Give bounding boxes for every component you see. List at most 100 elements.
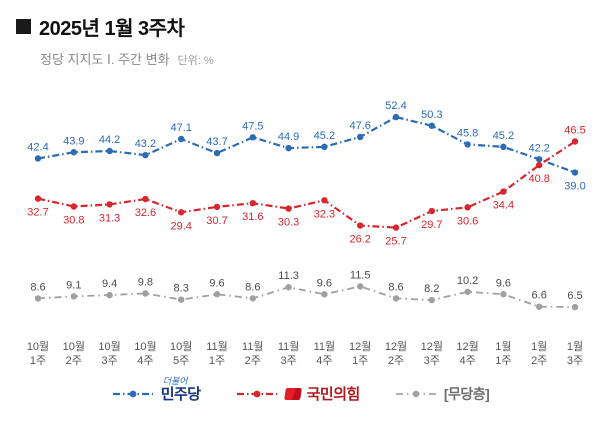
data-point bbox=[321, 197, 328, 204]
x-axis-label: 10월 2주 bbox=[63, 340, 85, 367]
data-point bbox=[571, 138, 579, 145]
x-axis-label: 1월 2주 bbox=[531, 340, 547, 367]
data-point bbox=[321, 143, 328, 151]
data-point-label: 8.6 bbox=[388, 281, 403, 293]
x-axis-label: 12월 3주 bbox=[421, 340, 443, 367]
series-line bbox=[37, 140, 576, 229]
data-point bbox=[428, 296, 435, 304]
data-point bbox=[106, 147, 113, 155]
data-point-label: 6.6 bbox=[532, 290, 547, 302]
data-point bbox=[357, 283, 364, 290]
data-point-label: 8.6 bbox=[245, 281, 260, 293]
data-point bbox=[321, 291, 328, 298]
data-point bbox=[142, 151, 149, 159]
unit-label: 단위: % bbox=[177, 55, 214, 67]
data-point-label: 45.8 bbox=[457, 127, 478, 139]
chart-subtitle: 정당 지지도 Ⅰ. 주간 변화 bbox=[40, 52, 170, 67]
data-point bbox=[178, 135, 185, 143]
x-axis-label: 12월 2주 bbox=[385, 340, 407, 367]
series-line bbox=[37, 115, 576, 174]
data-point-label: 9.6 bbox=[496, 277, 511, 289]
data-point bbox=[106, 201, 113, 208]
data-point-label: 40.8 bbox=[528, 173, 549, 185]
data-point bbox=[34, 195, 42, 202]
data-point-label: 10.2 bbox=[457, 275, 478, 287]
data-point-label: 42.4 bbox=[27, 141, 48, 153]
data-point-label: 30.7 bbox=[206, 215, 227, 227]
data-point-label: 9.8 bbox=[138, 276, 153, 288]
data-point-label: 47.5 bbox=[242, 120, 263, 132]
data-point-label: 11.3 bbox=[278, 270, 299, 282]
legend-label-ppp: 국민의힘 bbox=[306, 386, 361, 403]
data-point-label: 47.1 bbox=[170, 122, 191, 134]
data-point-label: 29.7 bbox=[421, 219, 442, 231]
data-point bbox=[142, 290, 149, 297]
data-point-label: 31.6 bbox=[242, 211, 263, 223]
data-point-label: 30.6 bbox=[457, 215, 478, 227]
legend-item-minjoo: 더불어 민주당 bbox=[111, 376, 201, 404]
x-axis-label: 11월 1주 bbox=[206, 340, 228, 367]
data-point-label: 43.9 bbox=[63, 135, 84, 147]
data-point bbox=[213, 203, 221, 211]
data-point bbox=[70, 293, 78, 300]
legend-item-ppp: 국민의힘 bbox=[235, 383, 360, 404]
data-point bbox=[142, 195, 149, 203]
data-point bbox=[285, 144, 292, 152]
data-point-label: 9.6 bbox=[209, 277, 224, 289]
data-point bbox=[464, 141, 471, 148]
data-point-label: 42.2 bbox=[528, 142, 549, 154]
data-point-label: 30.8 bbox=[63, 214, 84, 226]
data-point-label: 9.1 bbox=[66, 279, 81, 291]
data-point bbox=[500, 143, 507, 151]
data-point-label: 26.2 bbox=[349, 234, 370, 246]
data-point bbox=[34, 295, 42, 302]
minjoo-logo-script: 더불어 bbox=[162, 376, 188, 386]
data-point bbox=[357, 222, 364, 229]
data-point-label: 32.7 bbox=[27, 207, 48, 219]
blue-line-marker-icon bbox=[112, 390, 153, 397]
data-point bbox=[34, 155, 42, 162]
chart-area: 42.4 43.9 44.2 43.2 47.1 43.7 47.5 44.9 45.2 47.6… bbox=[0, 72, 600, 377]
data-point-label: 6.5 bbox=[567, 290, 582, 302]
data-point bbox=[285, 205, 292, 212]
data-point-label: 52.4 bbox=[385, 100, 406, 112]
data-point-label: 50.3 bbox=[421, 109, 442, 121]
data-point-label: 45.2 bbox=[314, 130, 335, 142]
data-point bbox=[428, 207, 435, 215]
ppp-logo-icon bbox=[283, 387, 302, 400]
x-axis-label: 11월 3주 bbox=[278, 340, 300, 367]
title-bullet-square bbox=[16, 19, 31, 34]
data-point-label: 32.6 bbox=[135, 207, 156, 219]
chart-header: 2025년 1월 3주차 정당 지지도 Ⅰ. 주간 변화 단위: % bbox=[0, 0, 600, 68]
data-point-label: 44.9 bbox=[278, 131, 299, 143]
data-point bbox=[464, 204, 471, 211]
x-axis-label: 10월 1주 bbox=[27, 340, 49, 367]
data-point bbox=[249, 295, 256, 302]
data-point bbox=[571, 169, 579, 176]
data-point-label: 34.4 bbox=[493, 200, 514, 212]
x-axis-label: 12월 1주 bbox=[349, 340, 371, 367]
x-axis-label: 10월 3주 bbox=[98, 340, 120, 367]
data-point-label: 8.6 bbox=[30, 281, 45, 293]
x-axis-label: 10월 5주 bbox=[170, 340, 192, 367]
data-point bbox=[70, 203, 78, 210]
data-point bbox=[106, 291, 113, 299]
chart-legend: 더불어 민주당 국민의힘 [무당층] bbox=[0, 376, 600, 404]
data-point-label: 31.3 bbox=[99, 212, 120, 224]
party-approval-line-chart: 42.4 43.9 44.2 43.2 47.1 43.7 47.5 44.9 45.2 47.6… bbox=[27, 100, 586, 367]
data-point bbox=[70, 149, 78, 156]
title-row: 2025년 1월 3주차 bbox=[16, 12, 584, 41]
data-point-label: 29.4 bbox=[170, 220, 191, 232]
gray-line-marker-icon bbox=[395, 390, 436, 397]
data-point-label: 8.2 bbox=[424, 283, 439, 295]
data-point-label: 46.5 bbox=[564, 124, 585, 136]
x-axis-label: 11월 4주 bbox=[314, 340, 336, 367]
data-point bbox=[213, 149, 221, 157]
x-axis-label: 10월 4주 bbox=[134, 340, 156, 367]
red-line-marker-icon bbox=[236, 390, 277, 397]
data-point bbox=[392, 113, 400, 121]
data-point-label: 44.2 bbox=[99, 134, 120, 146]
data-point-label: 30.3 bbox=[278, 217, 299, 229]
data-point bbox=[178, 209, 185, 216]
data-point bbox=[357, 133, 364, 141]
